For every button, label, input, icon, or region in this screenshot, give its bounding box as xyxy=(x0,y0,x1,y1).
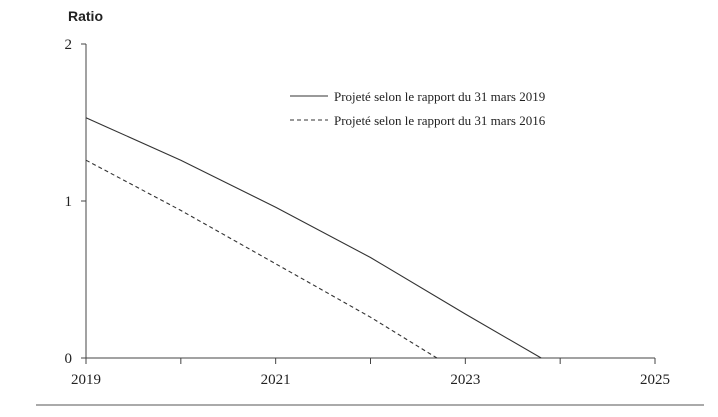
y-axis-ticks: 0 1 2 xyxy=(65,37,86,367)
y-tick-label: 0 xyxy=(65,351,73,367)
legend-label-1: Projeté selon le rapport du 31 mars 2019 xyxy=(334,89,545,104)
x-tick-label: 2021 xyxy=(261,372,291,388)
series-line-2 xyxy=(85,159,438,359)
x-tick-label: 2023 xyxy=(450,372,480,388)
legend: Projeté selon le rapport du 31 mars 2019… xyxy=(290,89,546,128)
legend-label-2: Projeté selon le rapport du 31 mars 2016 xyxy=(334,113,546,128)
y-tick-label: 2 xyxy=(65,37,73,53)
x-axis-ticks: 2019 2021 2023 2025 xyxy=(71,358,670,388)
series-line-1 xyxy=(85,117,542,359)
plot-series xyxy=(85,117,542,359)
x-tick-label: 2025 xyxy=(640,372,670,388)
y-axis-label: Ratio xyxy=(68,8,103,24)
x-tick-label: 2019 xyxy=(71,372,101,388)
y-tick-label: 1 xyxy=(65,194,73,210)
